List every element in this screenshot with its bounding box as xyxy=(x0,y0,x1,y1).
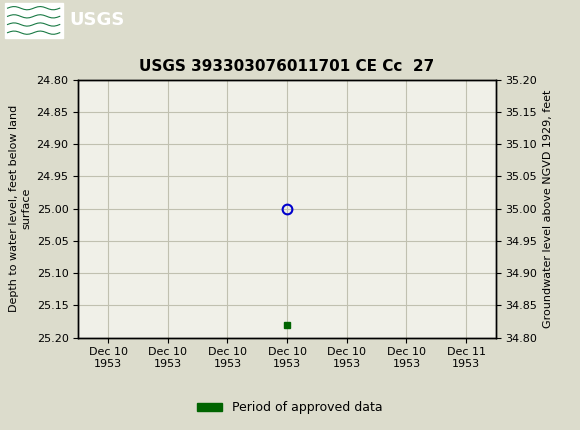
Text: USGS: USGS xyxy=(70,12,125,29)
Title: USGS 393303076011701 CE Cc  27: USGS 393303076011701 CE Cc 27 xyxy=(139,59,435,74)
Bar xyxy=(5,3,63,37)
Y-axis label: Depth to water level, feet below land
surface: Depth to water level, feet below land su… xyxy=(9,105,31,312)
Legend: Period of approved data: Period of approved data xyxy=(192,396,388,419)
Y-axis label: Groundwater level above NGVD 1929, feet: Groundwater level above NGVD 1929, feet xyxy=(543,89,553,328)
